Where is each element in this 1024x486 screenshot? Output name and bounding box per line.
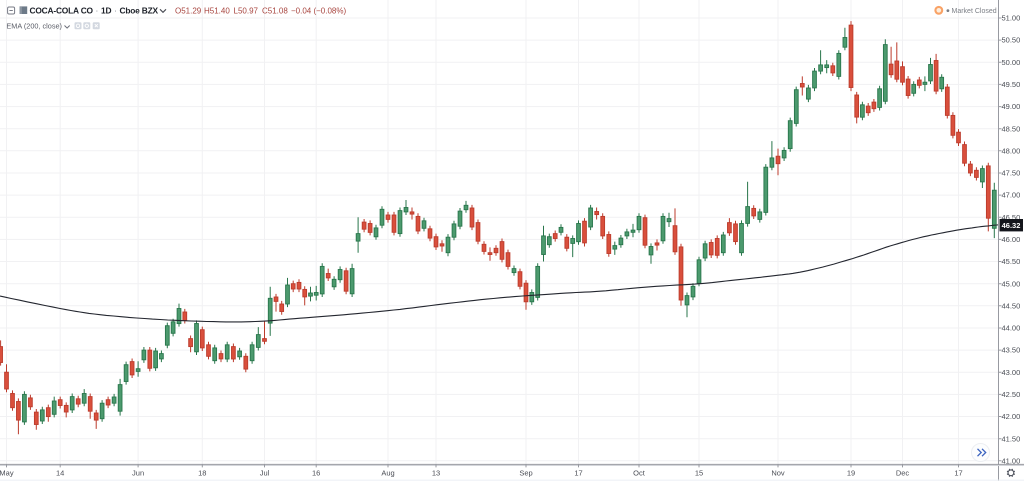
svg-text:48.50: 48.50 (1002, 124, 1021, 133)
svg-text:44.00: 44.00 (1002, 324, 1021, 333)
svg-text:44.50: 44.50 (1002, 301, 1021, 310)
svg-text:Jul: Jul (260, 469, 270, 478)
svg-text:41.00: 41.00 (1002, 456, 1021, 465)
svg-text:41.50: 41.50 (1002, 434, 1021, 443)
svg-text:Oct: Oct (633, 469, 646, 478)
svg-text:16: 16 (312, 469, 320, 478)
svg-text:H51.40: H51.40 (204, 7, 230, 16)
svg-text:46.50: 46.50 (1002, 213, 1021, 222)
svg-text:Nov: Nov (771, 469, 785, 478)
svg-text:EMA (200, close): EMA (200, close) (6, 22, 62, 31)
svg-text:·: · (114, 6, 117, 16)
svg-text:51.00: 51.00 (1002, 14, 1021, 23)
svg-text:50.50: 50.50 (1002, 36, 1021, 45)
svg-text:15: 15 (695, 469, 703, 478)
svg-text:Sep: Sep (519, 469, 532, 478)
svg-text:42.00: 42.00 (1002, 412, 1021, 421)
svg-text:49.00: 49.00 (1002, 102, 1021, 111)
svg-text:COCA-COLA CO: COCA-COLA CO (30, 6, 94, 16)
svg-text:18: 18 (198, 469, 206, 478)
svg-text:48.00: 48.00 (1002, 146, 1021, 155)
svg-text:·: · (96, 6, 99, 16)
svg-text:−0.04 (−0.08%): −0.04 (−0.08%) (291, 7, 346, 16)
svg-text:Cboe BZX: Cboe BZX (120, 6, 159, 16)
svg-text:1D: 1D (101, 6, 111, 16)
svg-text:46.32: 46.32 (1002, 221, 1021, 230)
svg-text:43.00: 43.00 (1002, 368, 1021, 377)
svg-text:May: May (0, 469, 14, 478)
svg-text:L50.97: L50.97 (234, 7, 259, 16)
svg-text:45.50: 45.50 (1002, 257, 1021, 266)
svg-text:50.00: 50.00 (1002, 58, 1021, 67)
svg-text:47.50: 47.50 (1002, 169, 1021, 178)
svg-text:43.50: 43.50 (1002, 346, 1021, 355)
svg-text:Market Closed: Market Closed (952, 8, 997, 15)
svg-text:46.00: 46.00 (1002, 235, 1021, 244)
svg-text:14: 14 (56, 469, 64, 478)
svg-text:Jun: Jun (132, 469, 144, 478)
svg-text:47.00: 47.00 (1002, 191, 1021, 200)
svg-text:49.50: 49.50 (1002, 80, 1021, 89)
svg-text:C51.08: C51.08 (262, 7, 288, 16)
svg-text:42.50: 42.50 (1002, 390, 1021, 399)
svg-text:17: 17 (574, 469, 582, 478)
svg-text:17: 17 (954, 469, 962, 478)
svg-text:45.00: 45.00 (1002, 279, 1021, 288)
svg-text:Dec: Dec (896, 469, 910, 478)
svg-text:O51.29: O51.29 (175, 7, 202, 16)
svg-text:Aug: Aug (381, 469, 394, 478)
svg-text:19: 19 (847, 469, 855, 478)
svg-text:13: 13 (432, 469, 440, 478)
